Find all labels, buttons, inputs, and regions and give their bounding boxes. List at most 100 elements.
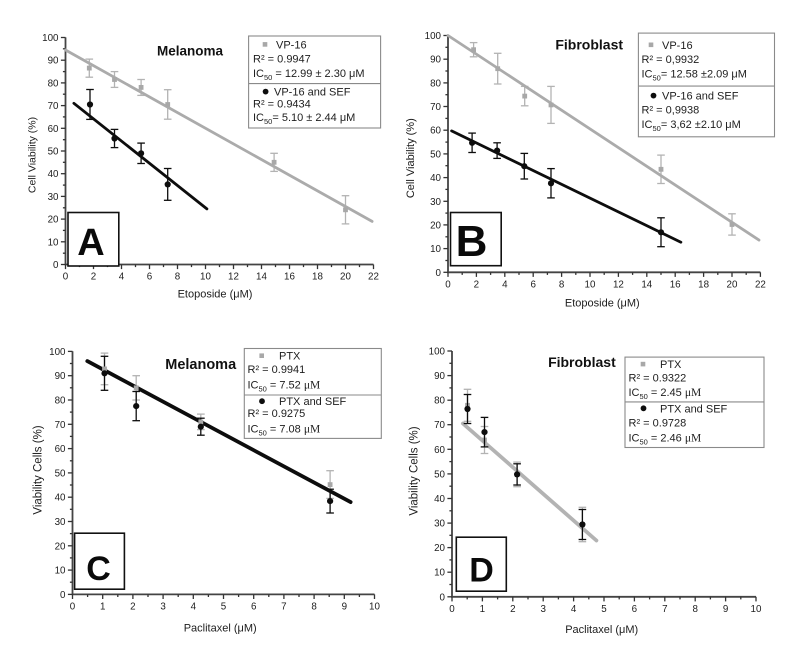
svg-text:0: 0: [60, 590, 66, 601]
svg-text:D: D: [469, 552, 494, 590]
svg-text:IC50 = 7.52 μM: IC50 = 7.52 μM: [248, 380, 321, 394]
svg-text:14: 14: [256, 272, 267, 283]
svg-text:20: 20: [340, 272, 351, 283]
svg-text:10: 10: [585, 279, 596, 290]
svg-text:0: 0: [63, 272, 69, 283]
svg-text:2: 2: [91, 272, 96, 283]
svg-text:2: 2: [130, 601, 135, 612]
svg-text:VP-16 and SEF: VP-16 and SEF: [274, 87, 351, 99]
svg-text:90: 90: [434, 371, 445, 382]
svg-text:R² = 0.9434: R² = 0.9434: [253, 99, 311, 111]
svg-text:R² = 0.9322: R² = 0.9322: [629, 372, 687, 384]
svg-text:22: 22: [368, 272, 379, 283]
svg-text:5: 5: [601, 604, 607, 615]
svg-text:R² = 0,9932: R² = 0,9932: [642, 54, 700, 66]
svg-text:30: 30: [430, 197, 441, 208]
svg-text:3: 3: [160, 601, 166, 612]
svg-text:IC50= 3,62 ±2.10 μM: IC50= 3,62 ±2.10 μM: [642, 119, 741, 133]
svg-text:6: 6: [632, 604, 638, 615]
svg-text:Fibroblast: Fibroblast: [555, 37, 623, 53]
svg-text:0: 0: [440, 592, 446, 603]
svg-text:0: 0: [70, 601, 76, 612]
svg-text:20: 20: [48, 215, 59, 226]
svg-text:12: 12: [228, 272, 239, 283]
svg-text:18: 18: [698, 279, 709, 290]
svg-text:20: 20: [55, 541, 66, 552]
svg-text:70: 70: [48, 101, 59, 112]
svg-text:6: 6: [530, 279, 536, 290]
svg-text:70: 70: [55, 420, 66, 431]
svg-text:20: 20: [430, 220, 441, 231]
svg-text:20: 20: [434, 543, 445, 554]
svg-text:6: 6: [251, 601, 257, 612]
svg-text:100: 100: [429, 347, 446, 358]
svg-text:20: 20: [727, 279, 738, 290]
svg-text:60: 60: [55, 444, 66, 455]
svg-text:0: 0: [445, 279, 451, 290]
svg-text:80: 80: [48, 78, 59, 89]
svg-text:1: 1: [480, 604, 485, 615]
svg-text:B: B: [456, 217, 488, 266]
svg-text:100: 100: [42, 33, 59, 44]
svg-text:4: 4: [191, 601, 197, 612]
svg-text:PTX and SEF: PTX and SEF: [660, 403, 728, 415]
svg-text:8: 8: [311, 601, 317, 612]
svg-text:Paclitaxel (μM): Paclitaxel (μM): [565, 624, 638, 636]
svg-text:IC50 = 2.45 μM: IC50 = 2.45 μM: [629, 387, 702, 401]
svg-text:90: 90: [48, 56, 59, 67]
svg-text:70: 70: [434, 420, 445, 431]
svg-text:22: 22: [755, 279, 766, 290]
svg-text:C: C: [86, 550, 111, 588]
svg-text:VP-16: VP-16: [662, 40, 693, 52]
svg-text:10: 10: [751, 604, 762, 615]
svg-text:70: 70: [430, 102, 441, 113]
svg-text:9: 9: [723, 604, 728, 615]
svg-text:50: 50: [48, 147, 59, 158]
svg-text:50: 50: [434, 469, 445, 480]
svg-text:4: 4: [571, 604, 577, 615]
svg-text:A: A: [77, 222, 104, 264]
svg-text:60: 60: [48, 124, 59, 135]
svg-text:Viability Cells (%): Viability Cells (%): [33, 425, 45, 514]
svg-text:10: 10: [434, 568, 445, 579]
svg-text:0: 0: [449, 604, 455, 615]
svg-text:1: 1: [100, 601, 105, 612]
svg-text:R² = 0.9728: R² = 0.9728: [629, 418, 687, 430]
svg-text:VP-16 and SEF: VP-16 and SEF: [662, 91, 739, 103]
svg-text:8: 8: [175, 272, 181, 283]
svg-text:30: 30: [55, 517, 66, 528]
svg-text:40: 40: [55, 493, 66, 504]
svg-text:80: 80: [55, 396, 66, 407]
svg-text:80: 80: [430, 78, 441, 89]
svg-text:Cell Viability (%): Cell Viability (%): [27, 117, 39, 193]
svg-text:IC50 = 7.08 μM: IC50 = 7.08 μM: [248, 423, 321, 437]
svg-text:90: 90: [55, 371, 66, 382]
svg-text:4: 4: [502, 279, 508, 290]
svg-text:40: 40: [434, 494, 445, 505]
svg-text:IC50= 5.10 ± 2.44 μM: IC50= 5.10 ± 2.44 μM: [253, 112, 355, 126]
svg-text:10: 10: [48, 237, 59, 248]
svg-text:16: 16: [670, 279, 681, 290]
svg-text:80: 80: [434, 396, 445, 407]
svg-text:9: 9: [342, 601, 347, 612]
svg-text:16: 16: [284, 272, 295, 283]
svg-text:R² = 0.9941: R² = 0.9941: [248, 364, 306, 376]
svg-text:100: 100: [49, 347, 66, 358]
svg-text:Melanoma: Melanoma: [165, 357, 237, 373]
svg-text:14: 14: [641, 279, 652, 290]
svg-text:Etoposide (μM): Etoposide (μM): [178, 288, 253, 300]
svg-text:R² = 0.9275: R² = 0.9275: [248, 408, 306, 420]
svg-text:40: 40: [48, 169, 59, 180]
svg-text:2: 2: [510, 604, 515, 615]
svg-text:PTX and SEF: PTX and SEF: [279, 396, 347, 408]
svg-text:IC50 = 2.46 μM: IC50 = 2.46 μM: [629, 432, 702, 446]
svg-text:Cell Viability (%): Cell Viability (%): [405, 118, 417, 198]
svg-text:90: 90: [430, 55, 441, 66]
svg-text:50: 50: [55, 468, 66, 479]
svg-text:Melanoma: Melanoma: [157, 43, 224, 58]
svg-text:40: 40: [430, 173, 441, 184]
svg-text:7: 7: [662, 604, 667, 615]
svg-text:100: 100: [425, 31, 442, 42]
svg-text:Etoposide (μM): Etoposide (μM): [565, 298, 640, 310]
svg-text:7: 7: [281, 601, 286, 612]
